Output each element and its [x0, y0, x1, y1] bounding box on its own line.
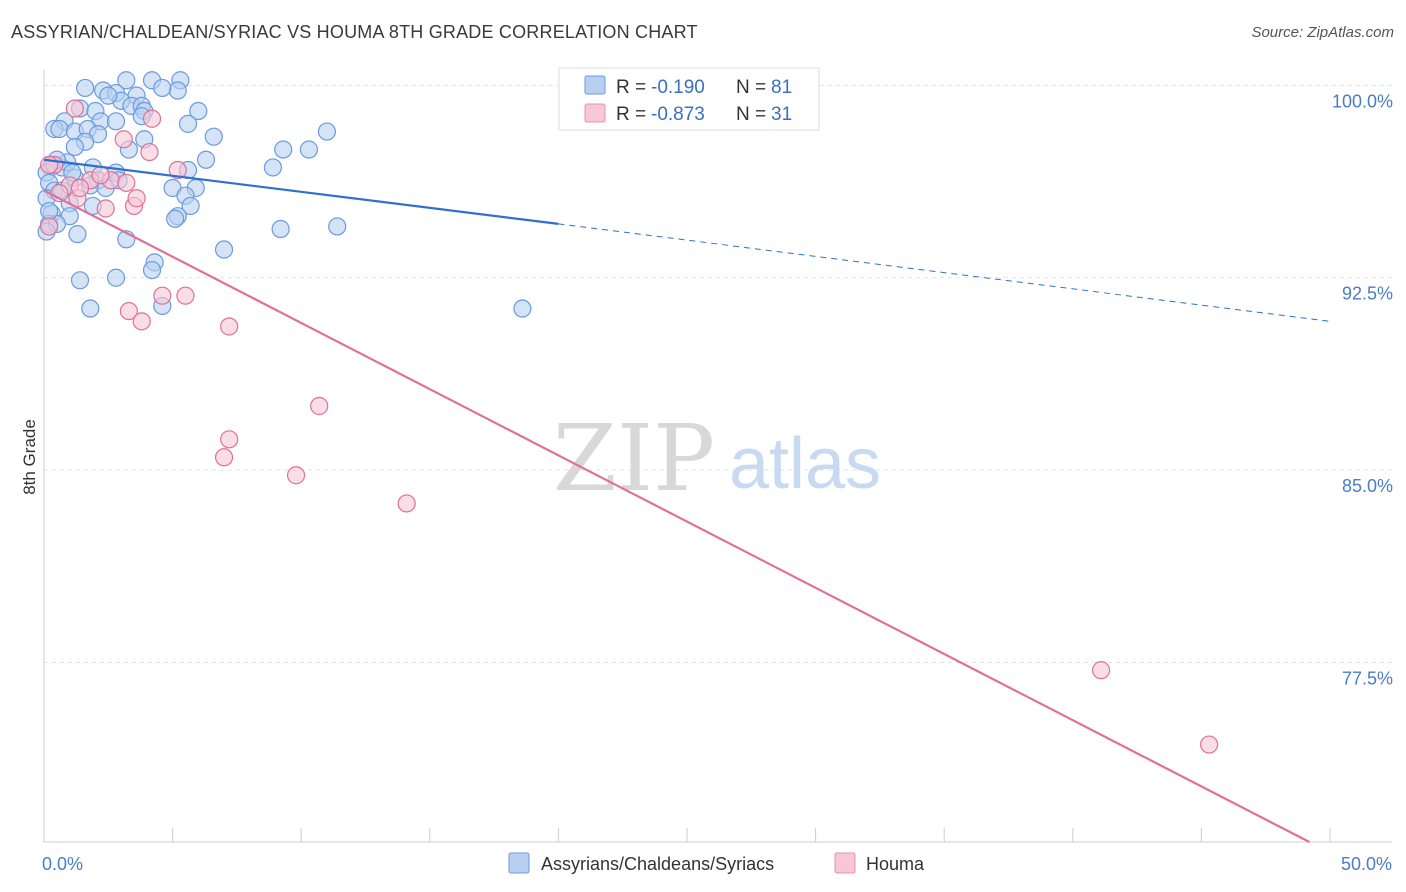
point-assyrian-0 [76, 78, 95, 98]
legend-swatch-assyrian [584, 75, 606, 95]
point-houma-25 [397, 494, 416, 513]
axes [43, 70, 1392, 843]
point-houma-14 [70, 178, 90, 198]
point-houma-22 [220, 430, 239, 449]
point-assyrian-14 [189, 101, 208, 121]
point-assyrian-70 [513, 299, 532, 318]
bottom-legend: Assyrians/Chaldeans/Syriacs Houma [508, 852, 925, 874]
trend-solid-houma [43, 189, 1310, 843]
legend-box: R = -0.190 N = 81 R = -0.873 N = 31 [558, 67, 820, 131]
y-tick-label-1: 92.5% [1342, 284, 1393, 304]
point-assyrian-79 [153, 78, 172, 98]
y-axis-label: 8th Grade [20, 419, 39, 495]
point-assyrian-65 [142, 260, 162, 280]
point-assyrian-60 [328, 217, 347, 236]
point-assyrian-17 [106, 112, 126, 131]
legend-n-value-1: 81 [771, 77, 792, 98]
y-tick-label-0: 100.0% [1332, 91, 1393, 111]
point-assyrian-63 [214, 240, 234, 259]
legend-n-label-2: N = [736, 104, 766, 125]
point-assyrian-28 [65, 137, 84, 157]
point-houma-6 [117, 173, 136, 192]
y-tick-label-2: 85.0% [1342, 476, 1393, 496]
point-assyrian-78 [99, 86, 118, 105]
trend-lines [43, 158, 1331, 843]
point-houma-15 [40, 217, 59, 236]
legend-n-label-1: N = [736, 77, 766, 98]
point-houma-30 [96, 199, 115, 218]
point-assyrian-18 [178, 114, 198, 133]
point-assyrian-38 [263, 158, 283, 177]
point-houma-26 [1091, 661, 1111, 680]
watermark-atlas: atlas [729, 424, 881, 504]
x-tick-label-0: 0.0% [42, 854, 83, 874]
point-assyrian-7 [168, 81, 187, 100]
bottom-legend-swatch-assyrian [508, 852, 530, 874]
y-tick-label-3: 77.5% [1342, 668, 1393, 688]
point-assyrian-80 [40, 201, 59, 221]
point-assyrian-20 [50, 119, 69, 139]
point-assyrian-68 [81, 299, 100, 318]
trend-solid-assyrian [43, 158, 559, 225]
bottom-legend-swatch-houma [834, 852, 856, 874]
point-houma-11 [168, 160, 187, 180]
point-assyrian-31 [299, 140, 319, 159]
point-assyrian-52 [181, 196, 200, 216]
point-houma-9 [140, 142, 159, 162]
watermark-zip: ZIP [553, 405, 715, 512]
point-assyrian-32 [196, 150, 216, 169]
point-houma-13 [91, 166, 110, 185]
point-houma-5 [114, 130, 133, 149]
point-houma-24 [286, 466, 306, 485]
point-houma-20 [220, 317, 239, 336]
legend-n-value-2: 31 [771, 104, 792, 125]
point-houma-10 [142, 109, 162, 128]
point-houma-27 [1200, 735, 1219, 754]
point-houma-18 [153, 286, 172, 305]
point-assyrian-66 [106, 268, 126, 287]
point-houma-23 [214, 448, 234, 467]
legend-r-label-2: R = [616, 104, 646, 125]
gridlines [44, 84, 1392, 663]
point-houma-21 [310, 396, 329, 416]
point-assyrian-24 [204, 127, 223, 146]
chart-title: ASSYRIAN/CHALDEAN/SYRIAC VS HOUMA 8TH GR… [11, 22, 698, 42]
watermark: ZIP atlas [553, 405, 881, 512]
point-houma-28 [40, 155, 59, 174]
point-houma-16 [119, 301, 138, 321]
point-houma-8 [127, 189, 146, 208]
source-label: Source: ZipAtlas.com [1251, 24, 1394, 41]
legend-r-label-1: R = [616, 77, 646, 98]
point-assyrian-56 [166, 209, 185, 228]
point-houma-19 [176, 286, 195, 305]
point-assyrian-67 [70, 271, 90, 290]
point-assyrian-59 [271, 219, 290, 239]
bottom-legend-label-houma: Houma [866, 854, 925, 874]
trend-dashed-assyrian [558, 223, 1331, 322]
point-assyrian-1 [117, 71, 136, 90]
point-assyrian-25 [317, 122, 337, 141]
legend-r-value-1: -0.190 [651, 77, 705, 98]
point-assyrian-61 [68, 225, 87, 244]
point-houma-12 [65, 99, 84, 118]
tick-labels: 100.0% 92.5% 85.0% 77.5% 0.0% 50.0% [42, 91, 1393, 874]
bottom-legend-label-assyrian: Assyrians/Chaldeans/Syriacs [541, 854, 774, 874]
legend-swatch-houma [584, 103, 606, 123]
x-tick-label-1: 50.0% [1341, 854, 1392, 874]
legend-r-value-2: -0.873 [651, 104, 705, 125]
point-assyrian-30 [274, 140, 293, 159]
point-houma-17 [132, 312, 151, 331]
